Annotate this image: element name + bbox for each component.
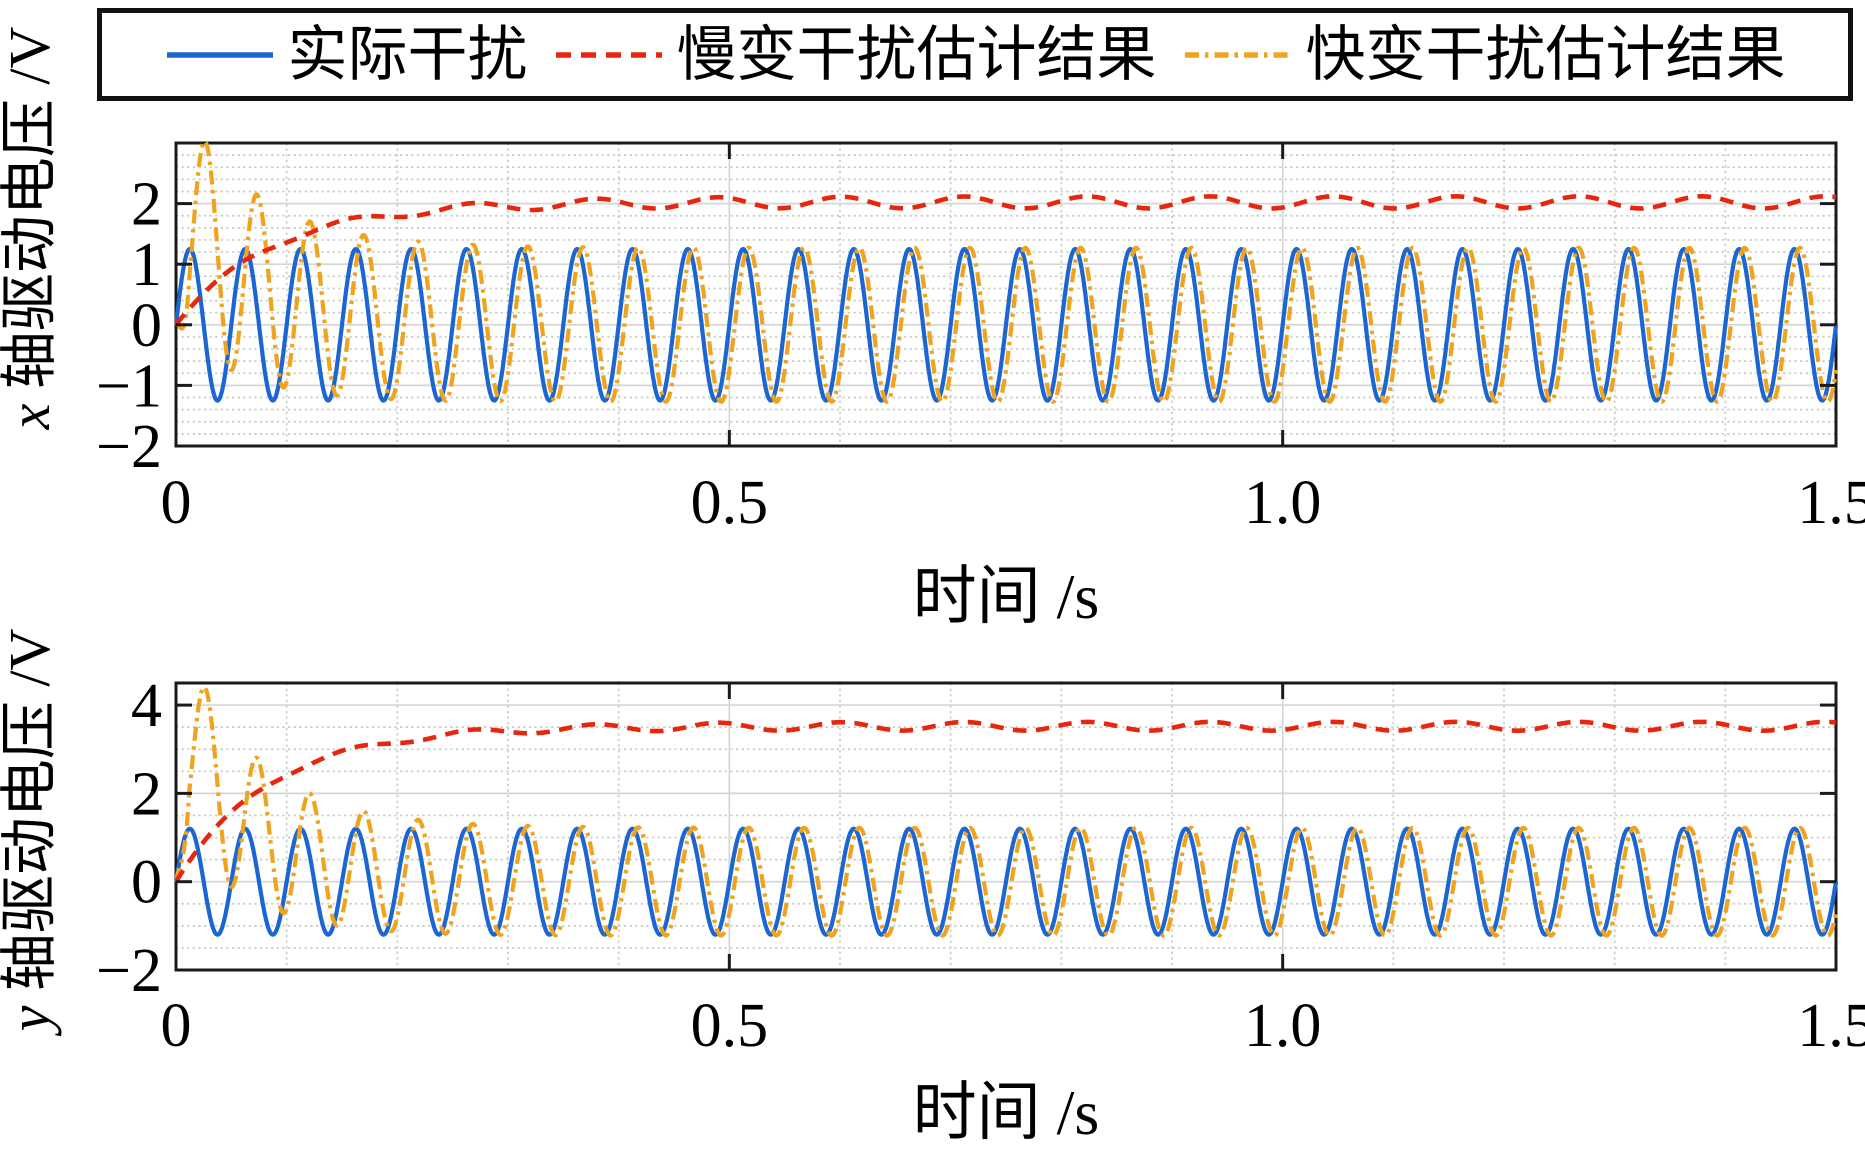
- x-tick-label: 1.5: [1797, 992, 1865, 1060]
- y-tick-label: −2: [96, 413, 162, 481]
- y-tick-label: 0: [131, 849, 162, 917]
- legend: 实际干扰 慢变干扰估计结果 快变干扰估计结果: [97, 8, 1853, 101]
- major-grid: [176, 683, 1836, 970]
- series-first_order_rise: [175, 194, 1838, 327]
- y-tick-label: 4: [131, 672, 162, 740]
- legend-label: 慢变干扰估计结果: [676, 21, 1157, 88]
- legend-item-actual: 实际干扰: [165, 25, 528, 85]
- x-tick-label: 0: [161, 992, 192, 1060]
- y-axis-label-text: 轴驱动电压 /V: [0, 26, 62, 404]
- x-tick-label: 0.5: [691, 469, 769, 537]
- legend-item-slow-estimate: 慢变干扰估计结果: [554, 25, 1157, 85]
- plot-frame: [174, 141, 1838, 448]
- curves: [175, 684, 1839, 938]
- math-var: y: [0, 1005, 62, 1032]
- x-tick-label: 0: [161, 469, 192, 537]
- x-tick-label: 0.5: [691, 992, 769, 1060]
- plot-frame: [174, 681, 1838, 972]
- y-tick-label: −1: [96, 352, 162, 420]
- series-decaying_tracking: [175, 141, 1839, 404]
- y-tick-label: 1: [131, 231, 162, 299]
- y-tick-label: −2: [96, 937, 162, 1005]
- x-tick-label: 1.0: [1244, 469, 1322, 537]
- tick-marks: [174, 143, 1838, 448]
- minor-grid: [176, 683, 1836, 970]
- legend-label: 快变干扰估计结果: [1305, 21, 1786, 88]
- series-sine: [175, 826, 1839, 937]
- series-first_order_rise: [175, 719, 1838, 884]
- y-tick-label: 2: [131, 171, 162, 239]
- y-tick-label: 2: [131, 760, 162, 828]
- series-decaying_tracking: [175, 684, 1839, 938]
- legend-item-fast-estimate: 快变干扰估计结果: [1183, 25, 1786, 85]
- x-axis-label-bottom-plot: 时间 /s: [912, 1077, 1100, 1148]
- y-tick-label: 0: [131, 292, 162, 360]
- x-tick-label: 1.5: [1797, 469, 1865, 537]
- legend-label: 实际干扰: [287, 21, 528, 88]
- series-sine: [175, 247, 1839, 403]
- math-var: x: [0, 403, 62, 430]
- y-axis-label-text: 轴驱动电压 /V: [0, 628, 62, 1006]
- y-axis-label-bottom-plot: y 轴驱动电压 /V: [0, 628, 62, 1032]
- tick-marks: [174, 683, 1838, 972]
- dashed-line-swatch: [555, 51, 662, 58]
- y-axis-label-top-plot: x 轴驱动电压 /V: [0, 26, 62, 430]
- curves: [175, 141, 1839, 404]
- x-axis-label-top-plot: 时间 /s: [912, 561, 1100, 632]
- x-tick-label: 1.0: [1244, 992, 1322, 1060]
- solid-line-swatch: [166, 51, 273, 58]
- dashdot-line-swatch: [1184, 51, 1291, 58]
